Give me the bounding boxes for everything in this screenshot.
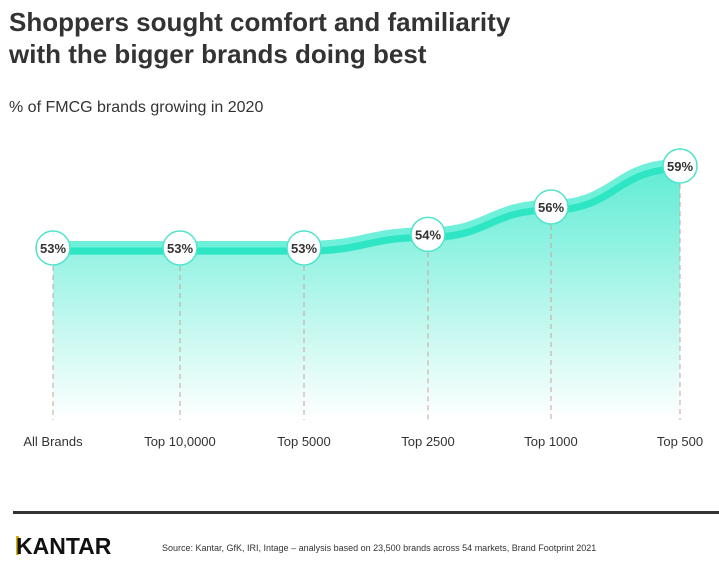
footer-divider	[13, 511, 719, 514]
data-label: 59%	[667, 159, 693, 174]
data-point-marker	[533, 189, 569, 225]
x-tick-label: Top 2500	[401, 434, 455, 449]
chart-title: Shoppers sought comfort and familiarity …	[9, 6, 609, 70]
data-point-marker	[162, 230, 198, 266]
x-tick-label: Top 500	[657, 434, 703, 449]
x-tick-label: Top 5000	[277, 434, 331, 449]
data-point-marker	[286, 230, 322, 266]
chart-subtitle: % of FMCG brands growing in 2020	[9, 99, 264, 116]
title-line-2: with the bigger brands doing best	[9, 39, 427, 69]
chart-area: 53% All Brands 53% Top 10,0000 53% Top 5000 54…	[23, 148, 703, 449]
data-point-marker	[410, 216, 446, 253]
data-label: 56%	[538, 200, 564, 215]
data-label: 54%	[415, 227, 441, 242]
data-point-marker	[662, 148, 698, 184]
title-line-1: Shoppers sought comfort and familiarity	[9, 7, 511, 37]
data-label: 53%	[291, 241, 317, 256]
area-fill	[53, 165, 680, 420]
kantar-logo: KANTAR	[16, 533, 112, 559]
data-point-marker	[35, 230, 71, 266]
source-note: Source: Kantar, GfK, IRI, Intage – analy…	[162, 543, 597, 553]
x-tick-label: Top 1000	[524, 434, 578, 449]
x-tick-label: Top 10,0000	[144, 434, 216, 449]
data-label: 53%	[40, 241, 66, 256]
x-tick-label: All Brands	[23, 434, 83, 449]
data-label: 53%	[167, 241, 193, 256]
